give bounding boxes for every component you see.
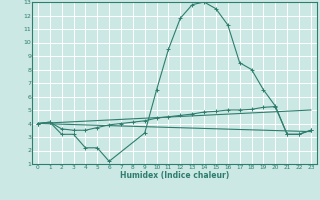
X-axis label: Humidex (Indice chaleur): Humidex (Indice chaleur) [120,171,229,180]
